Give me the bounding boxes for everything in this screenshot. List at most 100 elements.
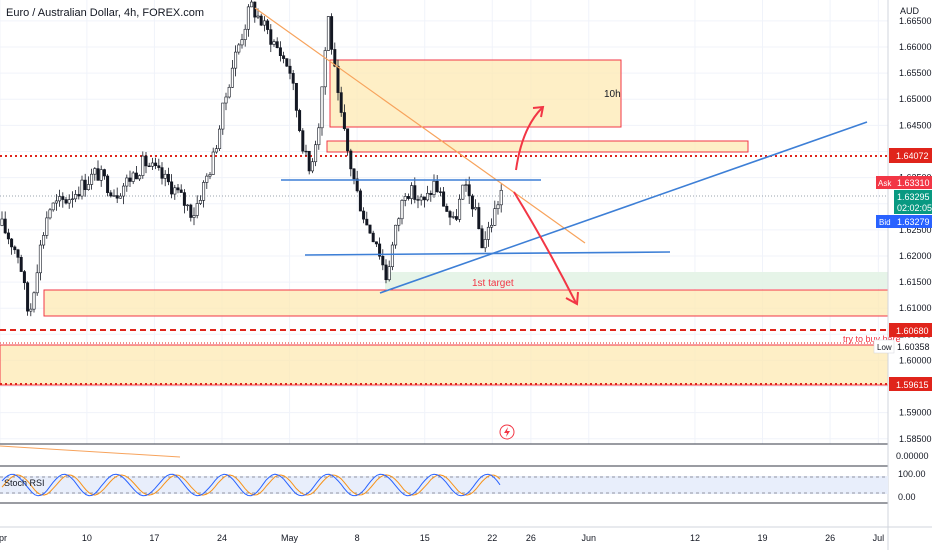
price-label-ask: Ask 1.63310: [876, 176, 932, 189]
zone-first-target[interactable]: [43, 289, 889, 317]
trendline-blue-channel-bottom[interactable]: [304, 251, 671, 256]
time-axis[interactable]: Apr 10 17 24 May 8 15 22 26 Jun 12 19 26 Jul: [0, 533, 884, 543]
price-tick-label: 1.65000: [899, 94, 932, 104]
candle-body: [179, 189, 183, 193]
candle-body: [426, 192, 430, 201]
candle-body: [64, 199, 68, 204]
candle-body: [147, 165, 151, 168]
candle-body: [394, 224, 398, 246]
candle-body: [157, 165, 161, 168]
time-tick-label: 26: [825, 533, 835, 543]
candle-body: [144, 155, 148, 167]
candle-body: [323, 50, 327, 88]
candle-body: [125, 177, 129, 187]
candle-body: [77, 194, 81, 197]
candle-body: [486, 226, 490, 240]
candle-body: [182, 192, 186, 206]
candle-body: [262, 20, 266, 26]
candle-body: [186, 204, 190, 207]
time-tick-label: Jun: [582, 533, 597, 543]
candle-body: [432, 180, 436, 195]
candle-body: [38, 244, 42, 274]
zones: [0, 59, 889, 386]
candle-body: [413, 185, 417, 200]
candle-body: [93, 168, 97, 175]
candle-body: [6, 232, 10, 240]
zone-lower-support[interactable]: [0, 344, 889, 386]
candle-body: [493, 208, 497, 226]
zone-10h[interactable]: [329, 59, 622, 128]
candle-body: [237, 44, 241, 53]
price-tick-label: 1.66000: [899, 42, 932, 52]
candle-body: [342, 112, 346, 130]
candle-body: [163, 173, 167, 179]
candle-body: [214, 148, 218, 153]
rsi-label: Stoch RSI: [4, 478, 45, 488]
trendline-orange-descending[interactable]: [254, 7, 586, 244]
candle-body: [346, 128, 350, 152]
candle-body: [259, 15, 263, 26]
arrow-up[interactable]: [515, 107, 543, 171]
candle-body: [0, 218, 4, 226]
first-target-label: 1st target: [472, 278, 514, 289]
candle-body: [154, 162, 158, 167]
candle-body: [109, 192, 113, 197]
lightning-icon[interactable]: [499, 424, 515, 440]
candle-body: [298, 110, 302, 131]
candle-body: [74, 194, 78, 200]
candle-body: [99, 169, 103, 181]
candle-body: [272, 41, 276, 45]
candle-body: [118, 195, 122, 199]
zone-thin[interactable]: [326, 140, 749, 153]
candle-body: [42, 235, 46, 246]
candle-body: [150, 162, 154, 167]
arrow-down[interactable]: [513, 191, 577, 304]
time-tick-label: 24: [217, 533, 227, 543]
candle-body: [397, 218, 401, 226]
price-label-low: Low 1.60358: [873, 339, 930, 354]
time-tick-label: 10: [82, 533, 92, 543]
candle-body: [387, 266, 391, 281]
candle-body: [250, 1, 254, 8]
candle-body: [301, 130, 305, 152]
candle-body: [115, 195, 119, 199]
price-tick-label: 1.61500: [899, 277, 932, 287]
chart-title: Euro / Australian Dollar, 4h, FOREX.com: [6, 7, 204, 19]
price-axis-currency: AUD: [900, 6, 920, 16]
candle-body: [112, 195, 116, 197]
candle-body: [269, 29, 273, 45]
candle-body: [435, 180, 439, 193]
price-label-bid: Bid 1.63279: [876, 215, 932, 228]
candle-body: [358, 190, 362, 212]
candle-body: [458, 198, 462, 220]
candle-body: [138, 175, 142, 180]
candle-body: [189, 204, 193, 218]
candle-body: [406, 196, 410, 199]
trendline-blue-rising[interactable]: [379, 121, 868, 294]
price-tick-label: 1.61000: [899, 303, 932, 313]
candle-body: [438, 191, 442, 193]
candle-body: [483, 239, 487, 249]
candle-body: [499, 189, 503, 206]
candle-body: [106, 175, 110, 193]
candle-body: [381, 255, 385, 266]
candle-body: [285, 58, 289, 67]
svg-text:1.60680: 1.60680: [896, 326, 929, 336]
candle-body: [410, 185, 414, 199]
candle-body: [170, 181, 174, 195]
arrow-up-head: [532, 105, 545, 118]
candle-body: [13, 246, 17, 251]
candle-body: [80, 179, 84, 197]
svg-text:1.63279: 1.63279: [897, 217, 930, 227]
candle-body: [208, 174, 212, 177]
candle-body: [352, 168, 356, 180]
candle-body: [307, 150, 311, 172]
candle-body: [304, 150, 308, 153]
candle-body: [224, 96, 228, 104]
candle-body: [362, 210, 366, 220]
candle-body: [454, 216, 458, 220]
candle-body: [282, 55, 286, 59]
candle-body: [32, 292, 36, 310]
